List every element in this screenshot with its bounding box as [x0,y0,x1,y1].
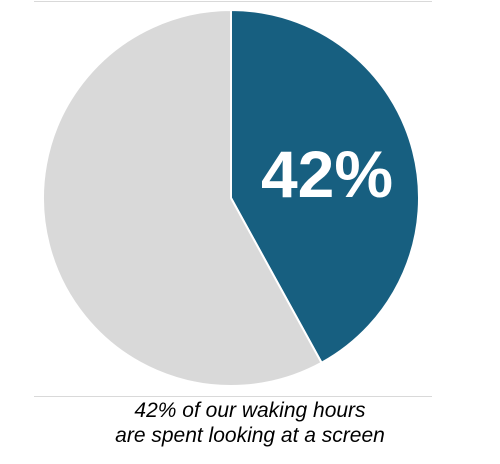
slice-label-42: 42% [261,137,393,211]
chart-caption: 42% of our waking hours are spent lookin… [0,398,500,448]
bottom-divider [34,396,432,397]
top-divider [34,1,432,2]
caption-line-1: 42% of our waking hours [134,399,366,422]
pie-chart: 42% [42,9,420,387]
pie-slice-42 [230,9,420,364]
caption-line-2: are spent looking at a screen [115,424,385,447]
pie-slices [42,9,420,387]
pie-slice-remainder [42,9,323,387]
